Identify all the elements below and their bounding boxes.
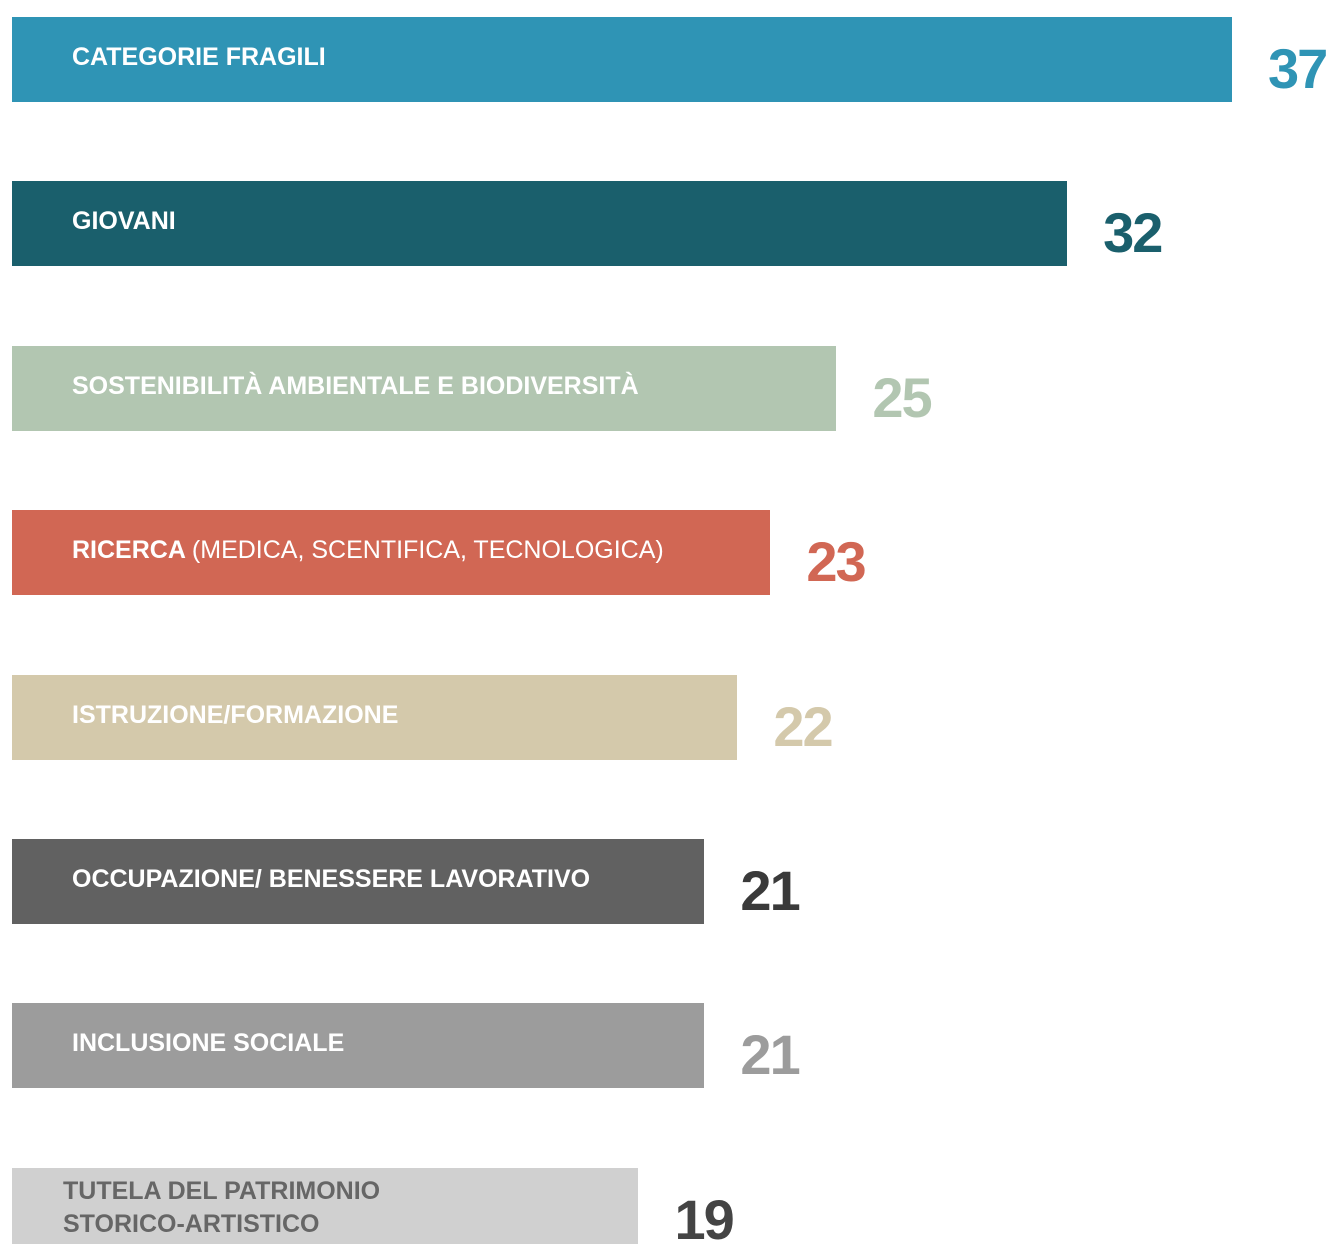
bar-label: OCCUPAZIONE/ BENESSERE LAVORATIVO	[72, 863, 590, 896]
value-label: 19	[674, 1187, 734, 1244]
category-name: CATEGORIE FRAGILI	[72, 43, 326, 71]
category-detail: (MEDICA, SCENTIFICA, TECNOLOGICA)	[191, 536, 664, 565]
category-name: RICERCA	[72, 536, 185, 565]
category-name: OCCUPAZIONE/ BENESSERE LAVORATIVO	[72, 865, 591, 893]
bar	[12, 1003, 705, 1089]
bar	[12, 674, 738, 760]
category-name: GIOVANI	[72, 207, 176, 236]
category-name: TUTELA DEL PATRIMONIO STORICO-ARTISTICO	[63, 1176, 381, 1238]
bar-label: TUTELA DEL PATRIMONIO STORICO-ARTISTICO	[63, 1175, 380, 1241]
bar-label: CATEGORIE FRAGILI	[72, 41, 326, 74]
bar-label: GIOVANI	[72, 205, 176, 238]
bar	[12, 1167, 639, 1244]
value-label: 21	[740, 859, 800, 922]
bar-label: INCLUSIONE SOCIALE	[72, 1027, 344, 1060]
bar-label: RICERCA (MEDICA, SCENTIFICA, TECNOLOGICA…	[72, 534, 664, 567]
value-label: 25	[872, 365, 932, 429]
bar	[12, 181, 1068, 267]
category-name: INCLUSIONE SOCIALE	[72, 1029, 345, 1058]
value-label: 21	[740, 1023, 800, 1087]
bar	[12, 839, 705, 924]
bar	[12, 17, 1232, 102]
bar	[12, 345, 837, 431]
value-label: 22	[773, 694, 833, 758]
bar	[12, 510, 771, 596]
category-name: ISTRUZIONE/FORMAZIONE	[72, 700, 399, 729]
category-name: SOSTENIBILITÀ AMBIENTALE E BIODIVERSITÀ	[72, 371, 639, 400]
value-label: 32	[1103, 201, 1163, 265]
bar-label: SOSTENIBILITÀ AMBIENTALE E BIODIVERSITÀ	[72, 370, 639, 403]
value-label: 37	[1268, 37, 1328, 100]
bar-label: ISTRUZIONE/FORMAZIONE	[72, 699, 398, 732]
value-label: 23	[806, 530, 866, 594]
